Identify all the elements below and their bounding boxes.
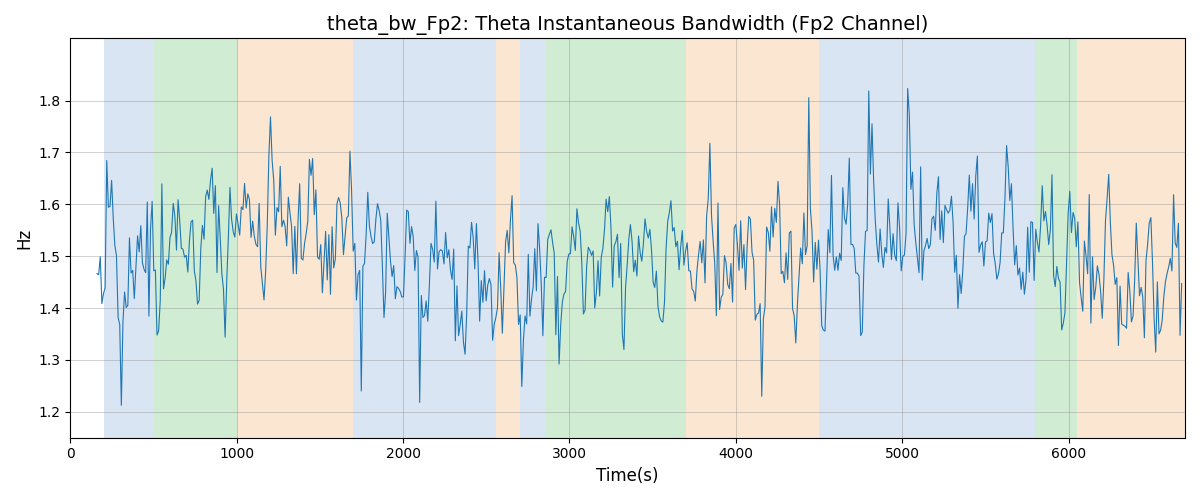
Bar <box>520 38 546 438</box>
Bar <box>546 38 686 438</box>
Bar <box>686 38 820 438</box>
Bar <box>103 38 154 438</box>
Y-axis label: Hz: Hz <box>14 228 32 248</box>
Bar <box>1076 38 1186 438</box>
X-axis label: Time(s): Time(s) <box>596 467 659 485</box>
Bar <box>154 38 236 438</box>
Bar <box>1036 38 1076 438</box>
Bar <box>497 38 520 438</box>
Bar <box>820 38 1036 438</box>
Bar <box>353 38 497 438</box>
Title: theta_bw_Fp2: Theta Instantaneous Bandwidth (Fp2 Channel): theta_bw_Fp2: Theta Instantaneous Bandwi… <box>328 15 929 35</box>
Bar <box>236 38 353 438</box>
